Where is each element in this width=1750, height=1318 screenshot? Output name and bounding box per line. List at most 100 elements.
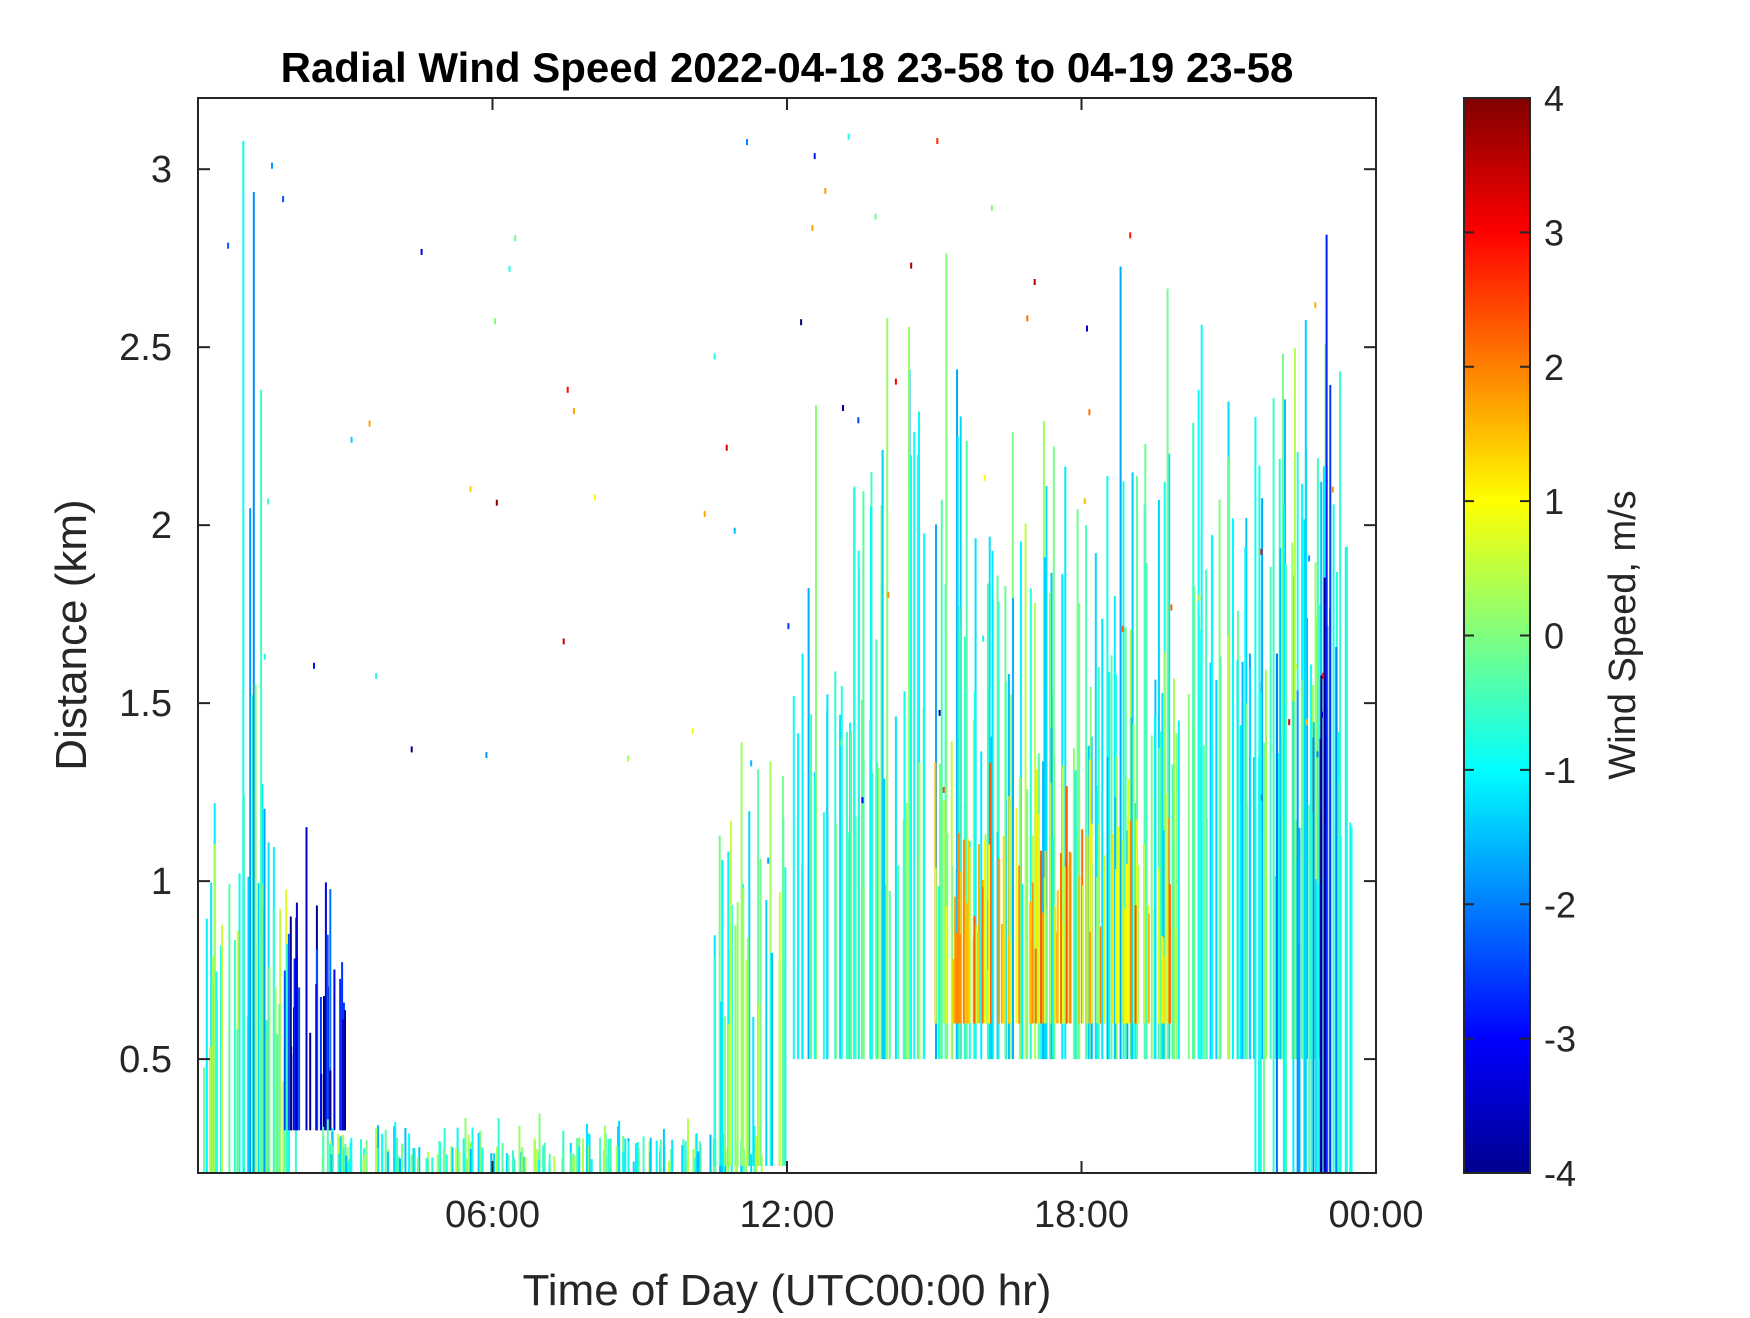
heatmap-cell bbox=[998, 858, 1001, 1024]
heatmap-cell bbox=[840, 686, 843, 1060]
heatmap-cell bbox=[957, 832, 960, 1024]
heatmap-cell bbox=[787, 623, 790, 630]
region-afternoon-warm-updrafts bbox=[934, 723, 1177, 1024]
heatmap-cell bbox=[345, 1155, 348, 1173]
heatmap-cell bbox=[328, 1143, 331, 1173]
heatmap-cell bbox=[945, 906, 948, 1024]
heatmap-cell bbox=[989, 762, 992, 1024]
heatmap-cell bbox=[1031, 882, 1034, 1024]
heatmap-cell bbox=[1258, 465, 1261, 1173]
heatmap-cell bbox=[1350, 827, 1353, 1173]
heatmap-cell bbox=[1277, 753, 1280, 1060]
heatmap-cell bbox=[585, 1123, 588, 1173]
heatmap-cell bbox=[455, 1147, 458, 1173]
heatmap-cell bbox=[734, 925, 737, 1166]
heatmap-cell bbox=[937, 886, 940, 1059]
heatmap-cell bbox=[1282, 504, 1285, 1173]
heatmap-cell bbox=[1337, 781, 1340, 1173]
heatmap-cell bbox=[627, 755, 630, 762]
heatmap-cell bbox=[642, 1136, 645, 1173]
heatmap-cell bbox=[394, 1121, 397, 1173]
heatmap-cell bbox=[1198, 594, 1201, 601]
region-overnight-shallow-layer bbox=[321, 1113, 763, 1173]
heatmap-cell bbox=[1312, 737, 1315, 1173]
heatmap-cell bbox=[571, 1158, 574, 1173]
heatmap-cell bbox=[959, 416, 962, 1060]
heatmap-cell bbox=[512, 1150, 514, 1173]
heatmap-cell bbox=[609, 1138, 612, 1173]
heatmap-cell bbox=[410, 1154, 413, 1173]
heatmap-cell bbox=[693, 1157, 696, 1173]
heatmap-cell bbox=[1090, 823, 1093, 1024]
x-tick-label: 00:00 bbox=[1328, 1194, 1423, 1236]
heatmap-cell bbox=[323, 996, 325, 1131]
heatmap-cell bbox=[740, 742, 743, 1166]
heatmap-cell bbox=[671, 1139, 674, 1173]
heatmap-cell bbox=[464, 1117, 467, 1173]
heatmap-cell bbox=[278, 1004, 281, 1173]
heatmap-cell bbox=[1166, 288, 1169, 1060]
heatmap-cell bbox=[350, 1137, 353, 1173]
heatmap-cell bbox=[569, 1152, 572, 1173]
heatmap-cell bbox=[1228, 456, 1231, 1060]
heatmap-cell bbox=[401, 1143, 404, 1173]
heatmap-cell bbox=[1129, 232, 1132, 239]
heatmap-cell bbox=[553, 1156, 556, 1173]
heatmap-cell bbox=[1239, 725, 1242, 1060]
heatmap-cell bbox=[1322, 672, 1325, 679]
heatmap-cell bbox=[842, 405, 844, 411]
region-blue-downdraft-core bbox=[283, 827, 346, 1131]
heatmap-cell bbox=[723, 1016, 726, 1166]
heatmap-cell bbox=[760, 1155, 763, 1173]
heatmap-cell bbox=[655, 1140, 658, 1173]
x-tick-label: 18:00 bbox=[1034, 1194, 1129, 1236]
heatmap-cell bbox=[298, 987, 301, 1131]
heatmap-cell bbox=[954, 896, 957, 1024]
heatmap-cell bbox=[1056, 890, 1059, 1024]
heatmap-cell bbox=[1314, 879, 1317, 1173]
heatmap-cell bbox=[874, 213, 877, 220]
heatmap-cell bbox=[315, 984, 318, 1131]
heatmap-cell bbox=[849, 722, 851, 1060]
heatmap-cell bbox=[1306, 617, 1308, 1060]
heatmap-cell bbox=[329, 1070, 332, 1131]
heatmap-cell bbox=[1010, 694, 1013, 1060]
heatmap-cell bbox=[412, 1148, 415, 1173]
heatmap-cell bbox=[1292, 701, 1295, 1173]
heatmap-cell bbox=[360, 1139, 362, 1173]
heatmap-cell bbox=[952, 958, 955, 1024]
heatmap-cell bbox=[287, 933, 290, 1131]
heatmap-cell bbox=[283, 970, 286, 1131]
heatmap-cell bbox=[986, 583, 989, 1060]
heatmap-cell bbox=[988, 844, 991, 1024]
y-axis: 0.5 1 1.5 2 2.5 3 bbox=[119, 149, 1376, 1081]
heatmap-cell bbox=[1103, 855, 1106, 1024]
heatmap-cell bbox=[883, 778, 886, 1060]
heatmap-cell bbox=[703, 511, 706, 517]
heatmap-cell bbox=[257, 883, 260, 1173]
heatmap-cell bbox=[824, 187, 827, 194]
colorbar-tick-label: 1 bbox=[1544, 481, 1564, 522]
heatmap-cell bbox=[1136, 475, 1138, 1060]
heatmap-cell bbox=[1108, 672, 1111, 1060]
heatmap-cell bbox=[668, 1160, 670, 1173]
heatmap-cell bbox=[1174, 929, 1177, 1024]
heatmap-cell bbox=[295, 902, 298, 1131]
heatmap-cell bbox=[1052, 446, 1055, 1060]
heatmap-cell bbox=[376, 1148, 379, 1173]
heatmap-cell bbox=[309, 1032, 312, 1131]
heatmap-cell bbox=[205, 918, 208, 1173]
heatmap-cell bbox=[1062, 765, 1065, 1024]
heatmap-cell bbox=[350, 436, 353, 443]
heatmap-cell bbox=[214, 844, 217, 1173]
heatmap-cell bbox=[1088, 759, 1091, 1024]
heatmap-cell bbox=[1147, 913, 1150, 1024]
heatmap-cell bbox=[1024, 523, 1027, 1060]
heatmap-cell bbox=[1316, 884, 1319, 1173]
heatmap-cell bbox=[368, 420, 371, 427]
heatmap-cell bbox=[923, 533, 926, 1060]
heatmap-cell bbox=[1076, 509, 1079, 1060]
heatmap-cell bbox=[1135, 819, 1138, 1024]
heatmap-cell bbox=[247, 876, 250, 1173]
heatmap-cell bbox=[485, 752, 488, 758]
